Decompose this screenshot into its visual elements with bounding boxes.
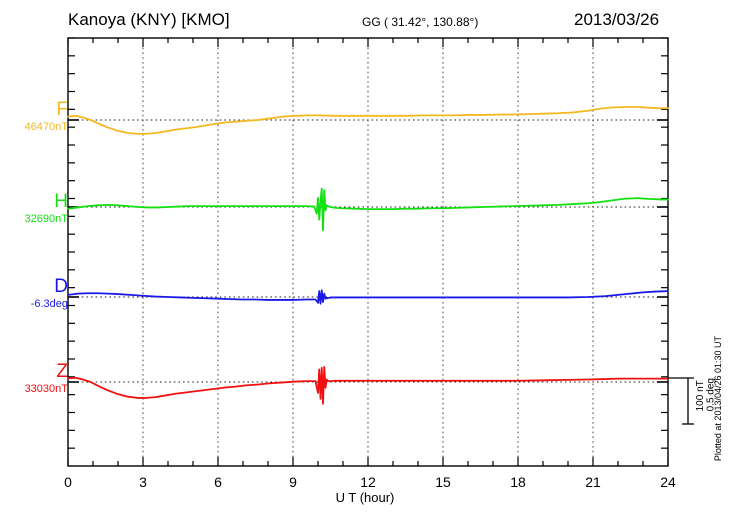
channel-label-d-name: D [54, 276, 68, 297]
svg-text:15: 15 [435, 474, 451, 490]
channel-label-z-name: Z [56, 361, 68, 382]
trace-z [67, 365, 669, 405]
trace-f [67, 106, 669, 135]
data-traces [67, 106, 669, 405]
channel-label-z-baseline: 33030nT [24, 383, 68, 395]
channel-label-z: Z 33030nT [0, 362, 68, 397]
svg-text:0: 0 [64, 474, 72, 490]
plot-frame [67, 37, 669, 467]
svg-text:6: 6 [214, 474, 222, 490]
channel-label-f-baseline: 46470nT [24, 121, 68, 133]
x-axis-tick-labels: 0 3 6 9 12 15 18 21 24 [64, 474, 676, 490]
trace-h [67, 187, 669, 232]
geographic-coordinates: GG ( 31.42°, 130.88°) [362, 15, 479, 29]
scale-bar [668, 377, 694, 425]
trace-d [67, 289, 669, 305]
page-title: Kanoya (KNY) [KMO] [68, 10, 230, 29]
grid-lines [142, 38, 594, 466]
channel-label-d: D -6.3deg [0, 277, 68, 312]
observation-date: 2013/03/26 [574, 10, 660, 29]
x-axis-label: U T (hour) [335, 490, 395, 505]
svg-text:24: 24 [660, 474, 676, 490]
svg-text:9: 9 [289, 474, 297, 490]
x-axis-ticks [67, 38, 669, 466]
svg-text:12: 12 [360, 474, 376, 490]
channel-label-h: H 32690nT [0, 192, 68, 227]
svg-text:3: 3 [139, 474, 147, 490]
channel-label-h-baseline: 32690nT [24, 213, 68, 225]
plotted-at-timestamp: Plotted at 2013/04/26 01:30 UT [713, 336, 723, 462]
svg-text:18: 18 [510, 474, 526, 490]
scale-bar-units-nt: 100 nT [695, 380, 706, 412]
channel-label-f: F 46470nT [0, 100, 68, 135]
channel-label-f-name: F [56, 99, 68, 120]
channel-label-h-name: H [54, 191, 68, 212]
svg-text:21: 21 [585, 474, 601, 490]
channel-label-d-baseline: -6.3deg [30, 298, 68, 310]
y-axis-ticks [68, 37, 668, 449]
